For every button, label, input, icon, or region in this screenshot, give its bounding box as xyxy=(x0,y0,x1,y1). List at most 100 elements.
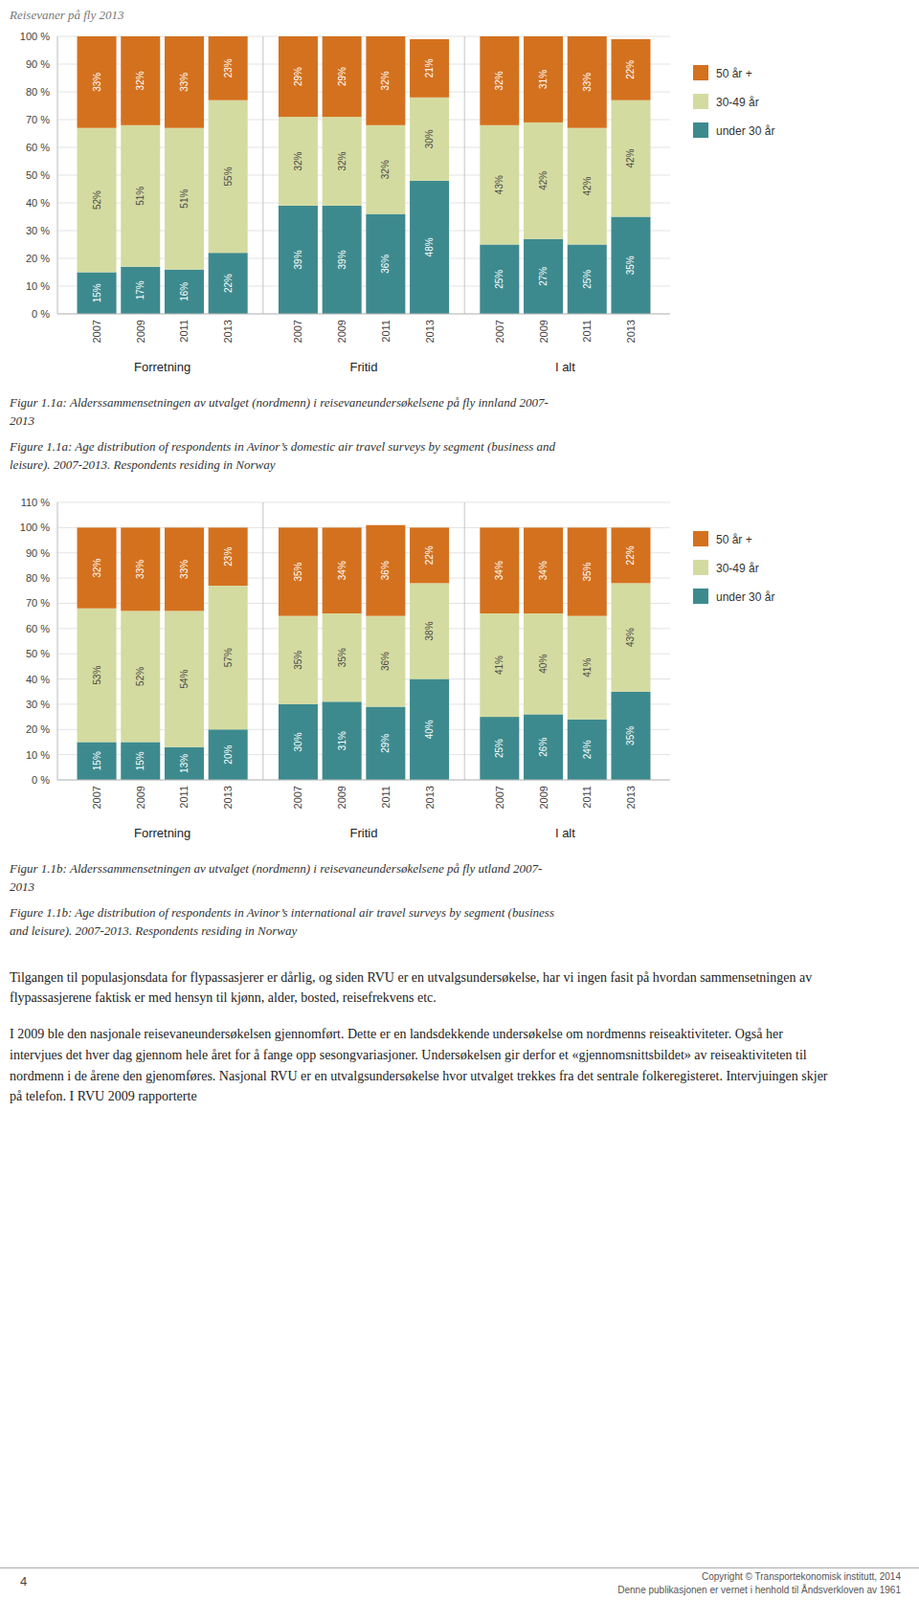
bar-segment xyxy=(278,205,318,314)
bar-segment xyxy=(479,125,519,246)
y-tick-label: 100 % xyxy=(20,522,50,535)
data-label: 25% xyxy=(582,269,593,290)
bar-segment xyxy=(164,611,204,748)
data-label: 23% xyxy=(223,58,234,78)
bar-segment xyxy=(409,180,449,314)
bar-segment xyxy=(278,36,318,117)
y-tick-label: 40 % xyxy=(25,673,50,686)
x-tick-label: 2007 xyxy=(493,319,506,343)
data-label: 30% xyxy=(424,129,435,149)
y-axis xyxy=(57,36,59,314)
y-tick-label: 110 % xyxy=(21,496,51,509)
y-tick-label: 50 % xyxy=(25,169,50,181)
bar-segment xyxy=(567,245,607,315)
bar-segment xyxy=(322,528,362,615)
x-axis xyxy=(57,313,671,315)
bar-segment xyxy=(523,122,563,240)
x-axis xyxy=(57,780,671,782)
bar-segment xyxy=(365,125,405,215)
x-tick-label: 2011 xyxy=(178,319,190,343)
data-label: 42% xyxy=(625,148,636,168)
y-tick-label: 30 % xyxy=(25,224,50,237)
y-tick-label: 20 % xyxy=(25,724,50,737)
bar-segment xyxy=(567,616,607,720)
x-tick-label: 2011 xyxy=(380,319,392,343)
data-label: 41% xyxy=(493,655,505,675)
legend-swatch xyxy=(693,531,709,547)
bar-segment xyxy=(365,525,405,617)
data-label: 53% xyxy=(91,666,103,686)
data-label: 51% xyxy=(134,186,146,206)
x-tick-label: 2009 xyxy=(537,319,550,343)
data-label: 39% xyxy=(292,249,304,269)
grid xyxy=(57,36,671,314)
bar-segment xyxy=(120,36,160,126)
group-label: Fritid xyxy=(350,826,379,841)
data-label: 15% xyxy=(91,751,103,771)
data-labels: 15%17%16%22%39%39%36%48%25%27%25%35%52%5… xyxy=(91,58,637,303)
bar-segment xyxy=(409,679,449,781)
data-label: 40% xyxy=(424,720,435,740)
y-tick-label: 80 % xyxy=(25,572,50,584)
group-divider xyxy=(464,502,466,781)
data-label: 43% xyxy=(625,627,636,648)
caption: Figur 1.1a: Alderssammensetningen av utv… xyxy=(9,394,910,431)
data-label: 33% xyxy=(179,560,190,580)
data-label: 32% xyxy=(493,70,505,90)
x-tick-label: 2011 xyxy=(380,785,392,809)
legend-label: 30-49 år xyxy=(716,95,760,110)
footer-line xyxy=(0,1568,919,1570)
bar-segment xyxy=(120,267,160,314)
x-tick-label: 2013 xyxy=(424,785,436,809)
data-label: 31% xyxy=(336,731,348,751)
legend-swatch xyxy=(693,588,709,605)
data-label: 13% xyxy=(179,754,190,774)
group-divider xyxy=(464,36,466,314)
bar-segment xyxy=(322,36,362,117)
x-tick-label: 2009 xyxy=(537,785,550,809)
data-label: 38% xyxy=(424,622,435,642)
data-label: 22% xyxy=(223,273,234,293)
bar-segment xyxy=(365,707,405,781)
bar-segment xyxy=(208,100,248,254)
data-label: 16% xyxy=(179,282,190,302)
bar-segment xyxy=(523,528,563,615)
bar-segment xyxy=(77,36,117,129)
bar-segment xyxy=(77,608,117,743)
bar-segment xyxy=(523,239,563,314)
data-label: 26% xyxy=(537,738,549,758)
x-tick-label: 2007 xyxy=(90,319,103,343)
data-label: 32% xyxy=(91,559,103,579)
bar-segment xyxy=(567,36,607,129)
bar-segment xyxy=(479,613,519,718)
data-label: 34% xyxy=(493,560,505,581)
data-label: 33% xyxy=(134,560,146,580)
bar-segment xyxy=(567,719,607,781)
bar-segment xyxy=(164,269,204,314)
bar-segment xyxy=(523,613,563,715)
legend-label: 50 år + xyxy=(716,533,753,547)
x-tick-label: 2007 xyxy=(493,785,506,809)
data-label: 32% xyxy=(134,70,146,90)
bar-segment xyxy=(409,39,449,98)
bar-segment xyxy=(208,36,248,101)
group-divider xyxy=(262,502,264,781)
data-label: 36% xyxy=(380,560,391,581)
bars xyxy=(77,36,651,314)
y-tick-label: 70 % xyxy=(25,113,50,126)
data-label: 34% xyxy=(336,560,348,581)
x-tick-label: 2011 xyxy=(178,785,190,809)
data-label: 52% xyxy=(91,190,103,210)
data-label: 29% xyxy=(292,67,304,87)
bar-segment xyxy=(610,100,651,218)
grid-line xyxy=(57,313,671,315)
header: Reisevaner på fly 2013 xyxy=(0,0,919,25)
data-label: 15% xyxy=(134,751,146,771)
bar-segment xyxy=(479,245,519,315)
data-label: 55% xyxy=(223,166,234,186)
bar-segment xyxy=(77,528,117,609)
x-tick-label: 2009 xyxy=(336,319,348,343)
data-label: 32% xyxy=(336,151,348,171)
y-tick-label: 10 % xyxy=(25,749,50,762)
y-tick-label: 50 % xyxy=(25,649,50,661)
